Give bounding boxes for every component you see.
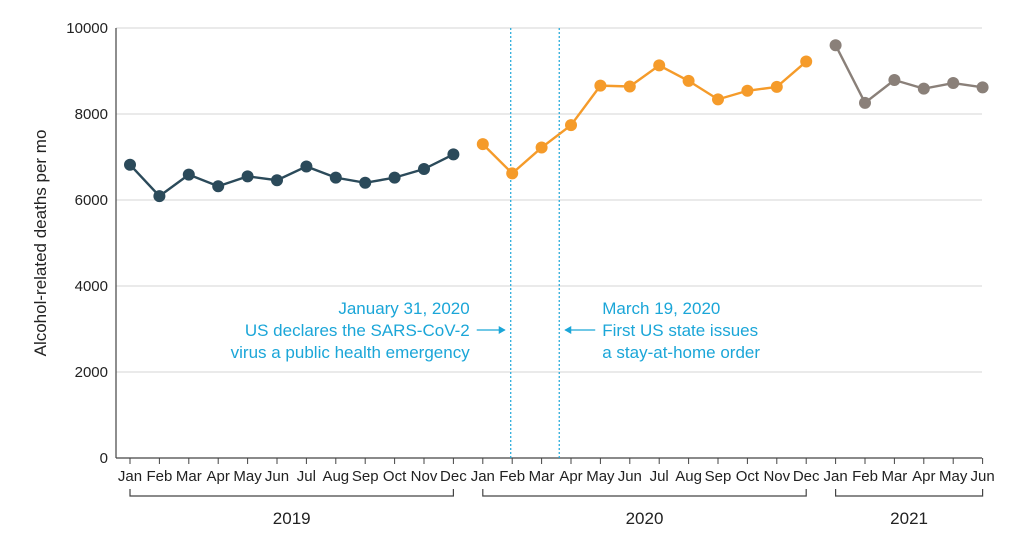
data-point-2019 <box>388 171 401 184</box>
data-point-2020 <box>741 84 754 97</box>
data-point-2019 <box>182 168 195 181</box>
data-point-2021 <box>917 82 930 95</box>
annotation-text: virus a public health emergency <box>231 343 471 362</box>
year-bracket <box>835 489 984 497</box>
series-line-2019 <box>129 153 454 198</box>
x-tick-label: Aug <box>322 468 349 485</box>
y-axis-label: Alcohol-related deaths per mo <box>31 130 50 357</box>
annotation-text: January 31, 2020 <box>338 299 469 318</box>
data-point-2020 <box>565 119 577 132</box>
x-tick-label: Aug <box>675 468 702 485</box>
x-tick-label: Dec <box>440 468 467 485</box>
data-point-2019 <box>300 160 313 173</box>
data-point-2020 <box>476 138 489 151</box>
x-tick-label: Apr <box>207 468 230 485</box>
series-line-2020 <box>481 60 807 175</box>
year-label: 2021 <box>890 509 928 528</box>
data-series <box>124 39 989 203</box>
data-point-2019 <box>153 190 166 203</box>
data-point-2020 <box>712 93 724 106</box>
data-point-2020 <box>506 167 519 180</box>
x-tick-label: Feb <box>146 468 172 485</box>
x-tick-label: May <box>939 468 968 485</box>
x-tick-label: Jan <box>471 468 495 485</box>
year-label: 2020 <box>626 509 664 528</box>
x-tick-label: Oct <box>383 468 407 485</box>
x-tick-label: Mar <box>529 468 555 485</box>
data-point-2020 <box>653 59 666 72</box>
x-tick-label: Jun <box>971 468 995 485</box>
data-point-2019 <box>271 174 283 187</box>
x-tick-label: Feb <box>499 468 525 485</box>
data-point-2021 <box>947 77 960 90</box>
data-point-2021 <box>859 96 871 109</box>
x-tick-label: Jul <box>650 468 669 485</box>
data-point-2019 <box>212 180 225 193</box>
x-tick-label: May <box>586 468 615 485</box>
annotation-arrowhead <box>564 326 572 334</box>
data-point-2020 <box>594 79 607 92</box>
data-point-2020 <box>623 80 636 93</box>
x-tick-label: Sep <box>705 468 732 485</box>
year-bracket <box>129 489 454 497</box>
data-point-2019 <box>447 148 460 161</box>
y-tick-label: 6000 <box>75 192 108 209</box>
data-point-2019 <box>124 158 136 171</box>
y-axis-ticks: 0 2000 4000 6000 8000 10000 <box>66 20 108 467</box>
x-axis-ticks: Jan Feb Mar Apr May Jun Jul Aug Sep Oct Nov Dec Jan F… <box>118 458 995 485</box>
x-tick-label: Jun <box>618 468 642 485</box>
annotation-text: US declares the SARS-CoV-2 <box>245 321 470 340</box>
x-tick-label: Dec <box>793 468 820 485</box>
year-bracket <box>482 489 807 497</box>
x-tick-label: Jan <box>118 468 142 485</box>
x-tick-label: Nov <box>763 468 790 485</box>
series-line-2021 <box>834 44 983 105</box>
x-tick-label: Jan <box>824 468 848 485</box>
x-tick-label: Mar <box>176 468 202 485</box>
x-tick-label: Oct <box>736 468 760 485</box>
data-point-2019 <box>241 170 254 183</box>
data-point-2020 <box>770 80 783 93</box>
year-groups: 2019 2020 2021 <box>129 489 984 528</box>
x-tick-label: Apr <box>912 468 935 485</box>
data-point-2019 <box>329 171 342 184</box>
y-tick-label: 0 <box>100 450 108 467</box>
annotation-arrowhead <box>498 326 506 334</box>
x-tick-label: Apr <box>559 468 582 485</box>
annotations: January 31, 2020 US declares the SARS-CoV… <box>231 299 761 362</box>
data-point-2021 <box>976 81 989 94</box>
annotation-text: a stay-at-home order <box>602 343 760 362</box>
annotation-text: March 19, 2020 <box>602 299 720 318</box>
x-tick-label: Feb <box>852 468 878 485</box>
x-tick-label: Sep <box>352 468 379 485</box>
year-label: 2019 <box>273 509 311 528</box>
x-tick-label: Jun <box>265 468 289 485</box>
x-tick-label: Nov <box>411 468 438 485</box>
data-point-2021 <box>829 39 842 52</box>
data-point-2019 <box>418 163 430 176</box>
y-tick-label: 2000 <box>75 364 108 381</box>
y-tick-label: 4000 <box>75 278 108 295</box>
x-tick-label: Mar <box>881 468 907 485</box>
data-point-2020 <box>800 55 813 68</box>
event-lines <box>510 28 560 458</box>
data-point-2019 <box>359 176 372 189</box>
x-tick-label: Jul <box>297 468 316 485</box>
axes <box>115 28 982 459</box>
x-tick-label: May <box>233 468 262 485</box>
grid-lines <box>116 27 982 373</box>
annotation-text: First US state issues <box>602 321 758 340</box>
data-point-2020 <box>682 74 695 87</box>
data-point-2020 <box>535 141 548 154</box>
data-point-2021 <box>888 74 901 87</box>
y-tick-label: 10000 <box>66 20 108 37</box>
y-tick-label: 8000 <box>75 106 108 123</box>
